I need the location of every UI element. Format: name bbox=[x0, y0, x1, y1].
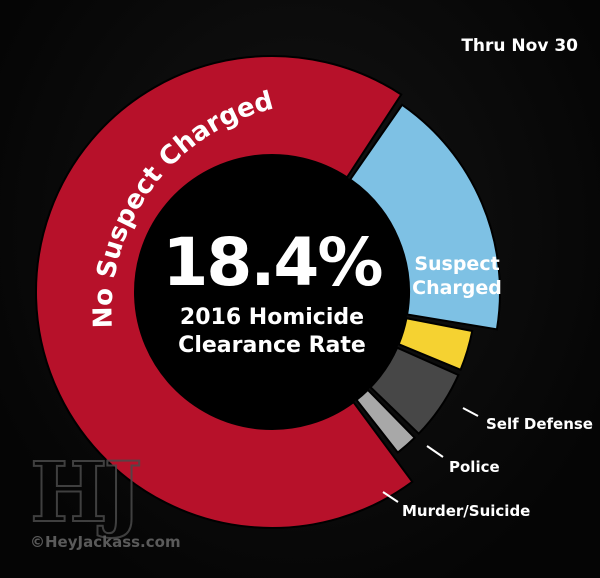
clearance-rate-value: 18.4% bbox=[163, 224, 383, 301]
copyright-text: ©HeyJackass.com bbox=[30, 533, 181, 551]
donut-hole bbox=[135, 155, 409, 429]
murder-suicide-label: Murder/Suicide bbox=[402, 502, 531, 520]
center-caption-line2: Clearance Rate bbox=[178, 333, 366, 358]
watermark-logo: HJ bbox=[29, 444, 143, 542]
center-caption-line1: 2016 Homicide bbox=[180, 305, 364, 330]
suspect-charged-label-line1: Suspect bbox=[414, 253, 499, 275]
murder-suicide-leader bbox=[382, 491, 399, 503]
self-defense-label: Self Defense bbox=[486, 415, 593, 433]
suspect-charged-label-line2: Charged bbox=[412, 277, 502, 299]
period-label: Thru Nov 30 bbox=[461, 36, 578, 56]
police-label: Police bbox=[449, 458, 500, 476]
police-leader bbox=[426, 445, 444, 458]
self-defense-leader bbox=[462, 407, 479, 417]
